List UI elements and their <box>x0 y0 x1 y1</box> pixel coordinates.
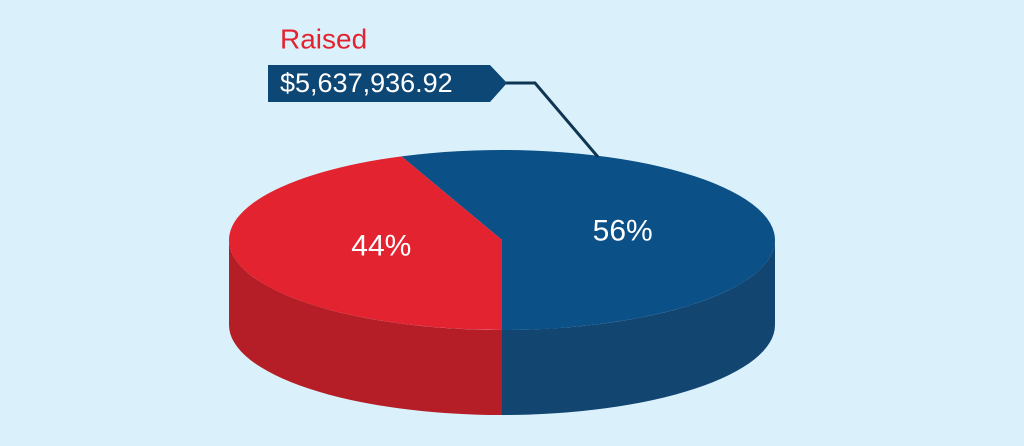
annotation-title: Raised <box>280 23 367 54</box>
slice-label: 56% <box>593 214 653 247</box>
annotation-text: $5,637,936.92 <box>280 68 453 98</box>
slice <box>228 156 502 330</box>
slice-side <box>502 240 775 415</box>
slice-side <box>229 240 502 415</box>
slice-label: 44% <box>351 230 411 263</box>
pie: 56% 44% <box>228 150 775 415</box>
annotation-box <box>268 65 507 102</box>
slice <box>401 150 775 330</box>
